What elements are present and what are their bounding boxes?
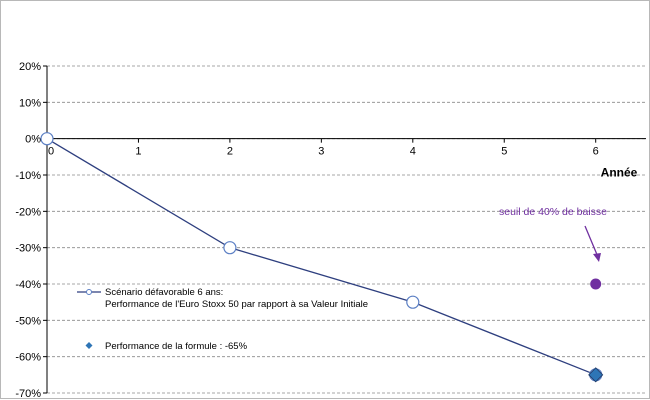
legend-circle-swatch: [87, 290, 92, 295]
x-tick-label: 2: [227, 146, 233, 158]
series-line-euro-stoxx: [47, 139, 596, 375]
x-axis-ticks: 0 1 2 3 4 5 6: [47, 139, 599, 158]
data-point-circle: [407, 296, 419, 308]
x-tick-label: 5: [501, 146, 507, 158]
y-tick-label: -30%: [15, 243, 41, 255]
y-tick-label: 20%: [19, 61, 41, 73]
threshold-annotation: seuil de 40% de baisse: [499, 206, 607, 262]
annotation-arrow: [585, 226, 598, 257]
data-point-circle: [224, 242, 236, 254]
y-tick-label: -60%: [15, 352, 41, 364]
y-tick-label: 10%: [19, 97, 41, 109]
threshold-label: seuil de 40% de baisse: [499, 206, 607, 218]
y-tick-label: -20%: [15, 206, 41, 218]
x-tick-label: 3: [318, 146, 324, 158]
legend-series-1-name: Scénario défavorable 6 ans:: [105, 287, 223, 298]
legend: Scénario défavorable 6 ans: Performance …: [77, 287, 368, 352]
data-point-diamond: [589, 368, 603, 382]
y-tick-label: -70%: [15, 388, 41, 400]
legend-diamond-swatch: [86, 342, 93, 349]
x-tick-label: 4: [410, 146, 416, 158]
x-tick-label: 0: [48, 146, 54, 158]
y-axis-ticks: 20% 10% 0% -10% -20% -30% -40% -50% -60% -70%: [15, 61, 47, 400]
y-tick-label: 0%: [25, 134, 41, 146]
threshold-point: [590, 279, 601, 290]
y-tick-label: -40%: [15, 279, 41, 291]
y-tick-label: -10%: [15, 170, 41, 182]
data-point-circle: [41, 133, 53, 145]
x-tick-label: 1: [135, 146, 141, 158]
x-tick-label: 6: [593, 146, 599, 158]
legend-series-2-name: Performance de la formule : -65%: [105, 341, 248, 352]
annotation-arrowhead: [593, 253, 601, 262]
legend-series-1-subtitle: Performance de l'Euro Stoxx 50 par rappo…: [105, 299, 368, 310]
y-tick-label: -50%: [15, 315, 41, 327]
x-axis-title: Année: [601, 166, 638, 180]
